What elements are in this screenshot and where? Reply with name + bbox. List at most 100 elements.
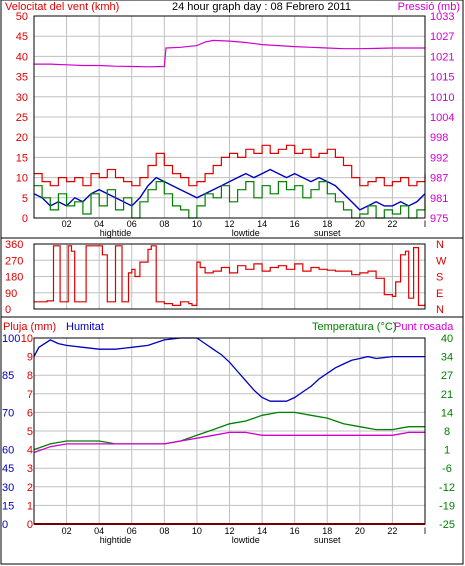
wind-speed-tick-labels: 0 5 10 15 20 25 30 35 40 45 50 — [16, 11, 28, 225]
wind-x-tick-label: I — [424, 219, 427, 229]
humidity-tick-label: 30 — [2, 482, 14, 494]
humidity-tick-label: 100 — [2, 333, 20, 345]
temp-x-tick-label: 04 — [94, 526, 104, 536]
rain-tick-label: 0 — [27, 519, 33, 531]
pressure-tick-label: 1010 — [430, 92, 454, 104]
temp-x-tick-label: 02 — [62, 526, 72, 536]
temperature-tick-label: 14 — [441, 407, 453, 419]
avg_wind-series-line — [33, 168, 426, 211]
pressure-tick-label: 987 — [430, 173, 448, 185]
direction-tick-label: 180 — [5, 272, 23, 284]
wind-tick-label: 30 — [16, 92, 28, 104]
wind-tick-label: 25 — [16, 112, 28, 124]
temp-x-tick-label: 20 — [355, 526, 365, 536]
temp-x-tick-label: 22 — [387, 526, 397, 536]
pressure-tick-label: 998 — [430, 132, 448, 144]
humidity-axis-title: Humitat — [66, 321, 104, 333]
direction-tick-label: 90 — [5, 288, 17, 300]
temperature-tick-label: 1 — [444, 445, 450, 457]
rain-tick-label: 1 — [27, 500, 33, 512]
temperature-tick-labels: 40 34 27 21 14 8 1 -6 -12 -19 -25 — [439, 333, 455, 531]
wind-x-annotation: hightide — [100, 228, 132, 238]
humidity-tick-label: 85 — [2, 370, 14, 382]
temp-x-annotation: lowtide — [232, 535, 260, 545]
pressure-tick-label: 1021 — [430, 51, 454, 63]
rain-tick-label: 9 — [27, 352, 33, 364]
wind-x-annotation: sunset — [314, 228, 341, 238]
wind-x-tick-label: 18 — [322, 219, 332, 229]
rain-tick-label: 5 — [27, 426, 33, 438]
humidity-tick-label: 45 — [2, 463, 14, 475]
wind-x-tick-label: 20 — [355, 219, 365, 229]
wind-tick-label: 10 — [16, 173, 28, 185]
wind-pressure-series — [33, 39, 426, 219]
pressure-tick-label: 1033 — [430, 11, 454, 23]
rain-tick-label: 7 — [27, 389, 33, 401]
rain-tick-labels: 0 1 2 3 4 5 6 7 8 9 10 — [21, 333, 33, 531]
wind-x-tick-label: 14 — [257, 219, 267, 229]
wind-tick-label: 50 — [16, 11, 28, 23]
wind-tick-label: 5 — [22, 193, 28, 205]
pressure-tick-label: 1015 — [430, 72, 454, 84]
pressure-tick-label: 981 — [430, 193, 448, 205]
direction-series — [34, 245, 426, 306]
temperature-tick-label: -12 — [439, 482, 455, 494]
temp-x-tick-label: I — [424, 526, 427, 536]
wind-x-tick-label: 10 — [192, 219, 202, 229]
rain-axis-title: Pluja (mm) — [3, 321, 56, 333]
rain-tick-label: 2 — [27, 482, 33, 494]
wind-x-tick-label: 02 — [62, 219, 72, 229]
direction-tick-label: 360 — [5, 239, 23, 251]
direction-degree-labels: 0 90 180 270 360 — [5, 239, 23, 316]
direction-series-line — [34, 245, 426, 306]
pressure-axis-title: Pressió (mb) — [398, 1, 460, 13]
temperature-series-line — [33, 411, 425, 451]
compass-label: N — [436, 239, 444, 251]
rain-tick-label: 8 — [27, 370, 33, 382]
wind-x-annotation: lowtide — [232, 228, 260, 238]
wind-tick-label: 35 — [16, 72, 28, 84]
pressure-tick-label: 1004 — [430, 112, 454, 124]
wind-tick-label: 20 — [16, 132, 28, 144]
wind-plot-area — [33, 15, 426, 219]
compass-label: W — [436, 255, 447, 267]
gust-series-line — [34, 144, 426, 187]
temp-x-annotation: sunset — [314, 535, 341, 545]
wind-x-tick-label: 06 — [127, 219, 137, 229]
temp-x-tick-label: 08 — [159, 526, 169, 536]
compass-label: E — [436, 288, 443, 300]
temp-humidity-panel-frame — [0, 316, 464, 565]
temp-x-tick-label: 18 — [322, 526, 332, 536]
wind-tick-label: 15 — [16, 152, 28, 164]
temperature-tick-label: -6 — [442, 463, 452, 475]
wind-tick-label: 40 — [16, 51, 28, 63]
rain-tick-label: 3 — [27, 463, 33, 475]
temp-x-tick-label: 06 — [127, 526, 137, 536]
humidity-series-line — [33, 337, 425, 402]
humidity-tick-label: 60 — [2, 445, 14, 457]
direction-grid — [34, 244, 426, 309]
temperature-tick-label: 40 — [441, 333, 453, 345]
compass-label: N — [436, 304, 444, 316]
wind-tick-label: 45 — [16, 31, 28, 43]
wind-axis-title: Velocitat del vent (kmh) — [5, 1, 119, 13]
dewpoint-axis-title: Punt rosada — [394, 321, 454, 333]
temp-humidity-grid — [34, 338, 426, 524]
temp-x-tick-label: 14 — [257, 526, 267, 536]
temperature-tick-label: 27 — [441, 370, 453, 382]
direction-plot-area — [33, 243, 426, 310]
temp-x-tick-label: 10 — [192, 526, 202, 536]
temp-plot-area — [33, 337, 426, 525]
wind-x-tick-label: 12 — [224, 219, 234, 229]
rain-tick-label: 4 — [27, 445, 33, 457]
wind-x-tick-label: 04 — [94, 219, 104, 229]
pressure-tick-label: 992 — [430, 152, 448, 164]
temperature-tick-label: 21 — [441, 389, 453, 401]
humidity-tick-labels: 0 15 30 45 60 70 85 100 — [2, 333, 20, 531]
temperature-axis-title: Temperatura (°C) — [312, 321, 396, 333]
